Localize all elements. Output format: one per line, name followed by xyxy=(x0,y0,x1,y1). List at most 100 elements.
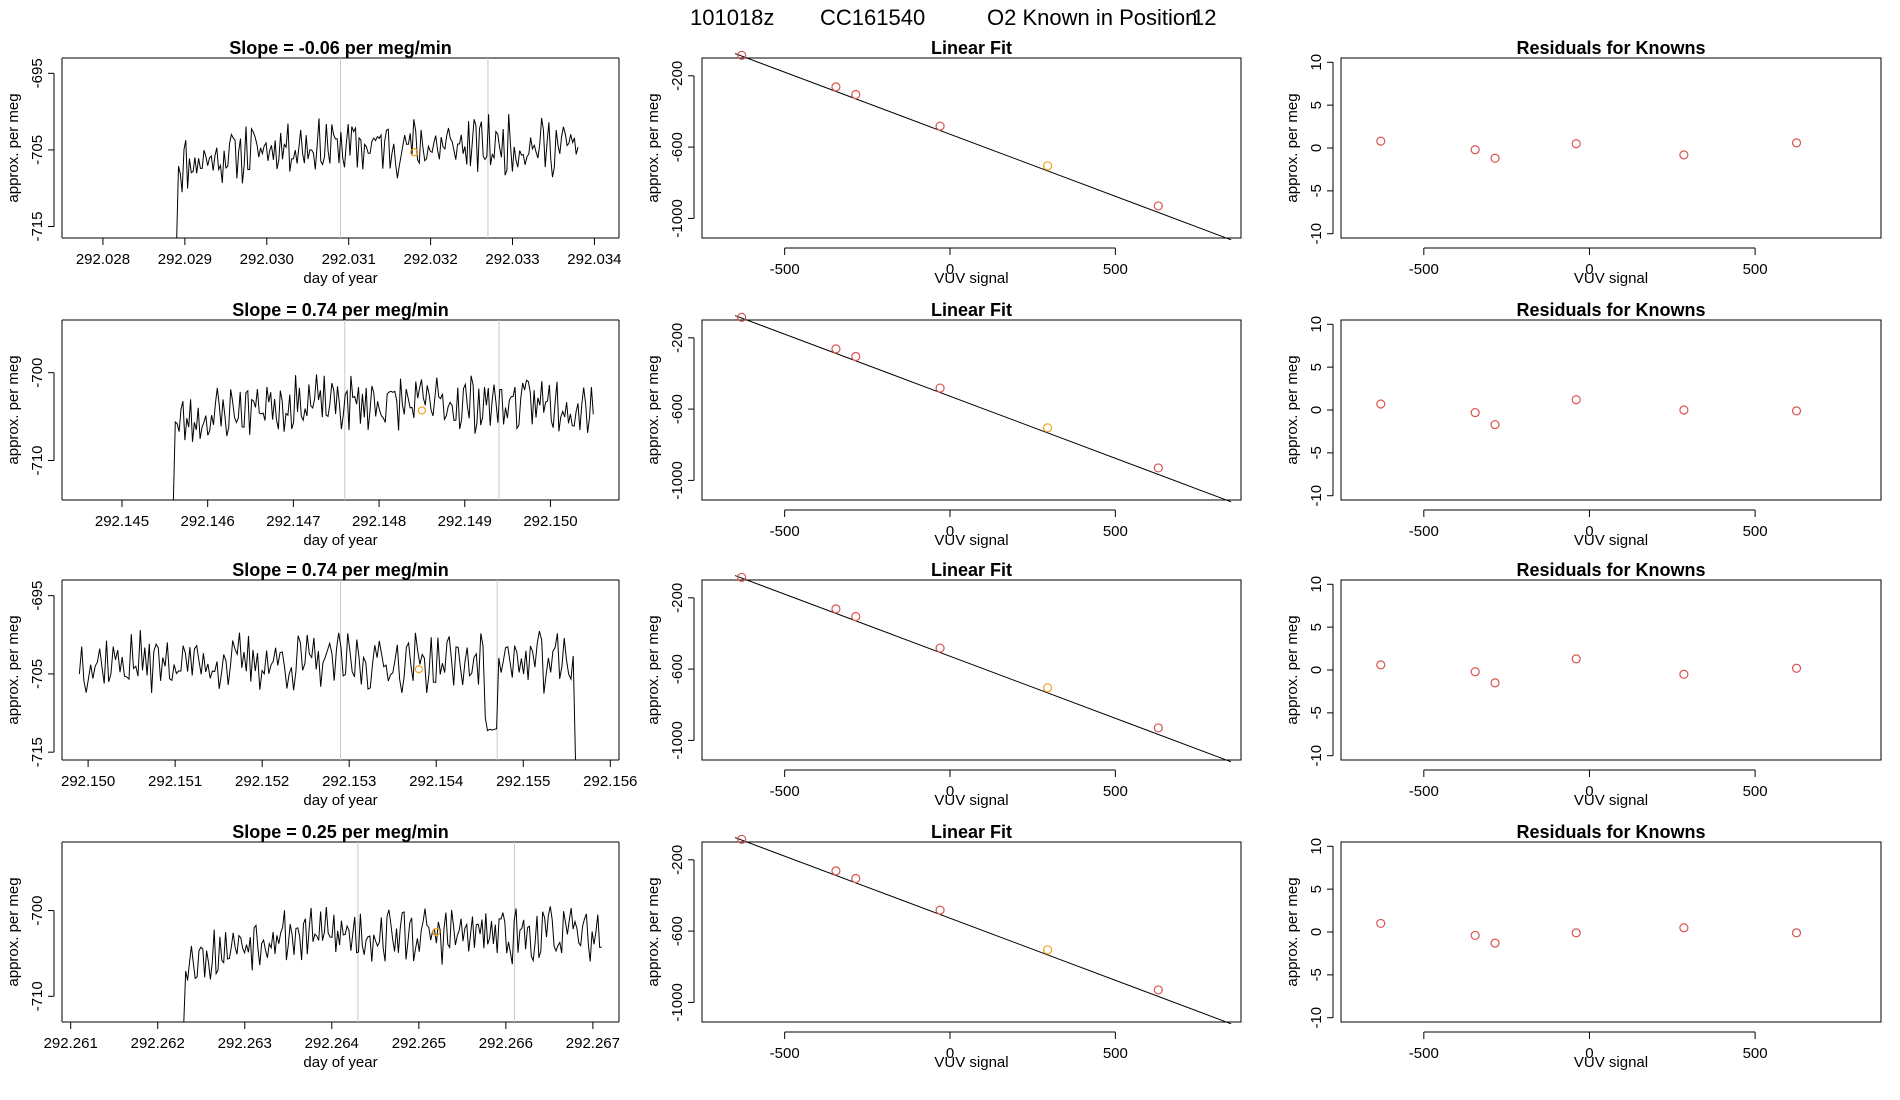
fit-point xyxy=(737,312,747,322)
residual-point xyxy=(1490,678,1500,688)
residual-point xyxy=(1470,667,1480,677)
panel-fit-row-1: Linear Fit -500 0 500 VUV signal -200 -600 -100… xyxy=(645,38,1242,287)
fit-line xyxy=(734,575,1232,763)
fit-point xyxy=(831,344,841,354)
x-tick-label: -500 xyxy=(770,261,800,278)
y-tick-label: -1000 xyxy=(669,983,686,1021)
residual-point xyxy=(1791,406,1802,416)
residual-point xyxy=(1376,399,1386,409)
fit-point xyxy=(737,50,747,60)
fit-point xyxy=(935,643,945,653)
y-axis-label: approx. per meg xyxy=(5,877,22,986)
residual-point xyxy=(1490,938,1500,948)
x-axis-label: VUV signal xyxy=(1574,270,1648,287)
x-tick-label: 500 xyxy=(1103,261,1128,278)
fit-point xyxy=(851,611,861,622)
y-axis-label: approx. per meg xyxy=(1284,355,1301,464)
residual-point xyxy=(1679,669,1689,679)
panel-title: Slope = -0.06 per meg/min xyxy=(229,38,452,58)
panel-title: Slope = 0.74 per meg/min xyxy=(232,300,449,320)
y-tick-label: 5 xyxy=(1308,101,1325,109)
y-axis-label: approx. per meg xyxy=(5,355,22,464)
x-axis-label: day of year xyxy=(303,792,377,809)
x-tick-label: 0 xyxy=(1585,783,1593,800)
y-tick-label: -1000 xyxy=(669,721,686,759)
x-tick-label: -500 xyxy=(1409,783,1439,800)
fit-point xyxy=(1153,463,1163,473)
x-tick-label: 0 xyxy=(946,523,954,540)
timeseries-trace xyxy=(176,114,579,238)
panel-title: Slope = 0.74 per meg/min xyxy=(232,560,449,580)
figure-title: 101018z CC161540 O2 Known in Position 12 xyxy=(690,5,1216,30)
figure-title-description: O2 Known in Position xyxy=(987,5,1197,30)
y-tick-label: -715 xyxy=(29,211,46,241)
y-tick-label: -200 xyxy=(669,583,686,613)
x-tick-label: 292.150 xyxy=(61,773,115,790)
y-axis-label: approx. per meg xyxy=(5,615,22,724)
x-tick-label: 292.030 xyxy=(240,251,294,268)
x-tick-label: 500 xyxy=(1743,783,1768,800)
y-tick-label: -10 xyxy=(1308,485,1325,507)
known-point-marker xyxy=(432,927,441,937)
y-tick-label: -200 xyxy=(669,845,686,875)
x-tick-label: -500 xyxy=(1409,261,1439,278)
fit-line xyxy=(734,837,1232,1025)
x-axis-label: day of year xyxy=(303,270,377,287)
y-tick-label: -600 xyxy=(669,132,686,162)
x-axis-label: VUV signal xyxy=(934,1054,1008,1071)
x-tick-label: 292.151 xyxy=(148,773,202,790)
known-point-marker xyxy=(414,665,423,674)
fit-line xyxy=(734,53,1232,241)
y-tick-label: -1000 xyxy=(669,199,686,237)
fit-point xyxy=(737,834,747,844)
known-point-marker xyxy=(410,148,419,157)
y-tick-label: -200 xyxy=(669,323,686,353)
x-tick-label: 500 xyxy=(1103,523,1128,540)
y-tick-label: -600 xyxy=(669,654,686,684)
x-tick-label: 292.153 xyxy=(322,773,376,790)
y-tick-label: 10 xyxy=(1308,54,1325,71)
x-tick-label: 292.032 xyxy=(403,251,457,268)
panel-timeseries-row-2: Slope = 0.74 per meg/min 292.145 292.146 29… xyxy=(5,300,620,549)
known-point-marker xyxy=(417,406,427,415)
fit-point xyxy=(737,572,747,582)
residual-point xyxy=(1470,145,1480,155)
fit-point xyxy=(935,121,945,131)
y-tick-label: -695 xyxy=(29,581,46,611)
x-tick-label: 292.148 xyxy=(352,513,406,530)
panel-title: Linear Fit xyxy=(931,560,1012,580)
residual-point xyxy=(1679,923,1689,933)
panel-title: Residuals for Knowns xyxy=(1516,300,1705,320)
x-tick-label: 292.033 xyxy=(485,251,539,268)
x-tick-label: 0 xyxy=(1585,1045,1593,1062)
x-tick-label: 0 xyxy=(946,783,954,800)
residual-point xyxy=(1679,405,1689,415)
x-tick-label: 292.267 xyxy=(566,1035,620,1052)
x-axis-label: VUV signal xyxy=(1574,792,1648,809)
x-tick-label: 500 xyxy=(1743,1045,1768,1062)
fit-point xyxy=(851,351,861,362)
residual-point xyxy=(1571,395,1581,405)
figure-title-cylinder: CC161540 xyxy=(820,5,925,30)
y-tick-label: -5 xyxy=(1308,968,1325,981)
fit-point xyxy=(935,905,945,915)
y-tick-label: -715 xyxy=(29,737,46,767)
x-tick-label: 0 xyxy=(1585,261,1593,278)
residual-point xyxy=(1490,419,1500,430)
x-tick-label: 292.150 xyxy=(523,513,577,530)
residual-point xyxy=(1679,150,1689,160)
plot-frame xyxy=(701,319,1242,501)
y-tick-label: -5 xyxy=(1308,706,1325,719)
panel-fit-row-4: Linear Fit -500 0 500 VUV signal -200 -600 -100… xyxy=(645,822,1242,1071)
y-axis-label: approx. per meg xyxy=(1284,93,1301,202)
x-axis-label: day of year xyxy=(303,1054,377,1071)
x-axis-label: VUV signal xyxy=(934,792,1008,809)
plot-frame xyxy=(1340,319,1882,501)
y-tick-label: -10 xyxy=(1308,223,1325,245)
y-axis-label: approx. per meg xyxy=(645,355,662,464)
panel-title: Slope = 0.25 per meg/min xyxy=(232,822,449,842)
y-axis-label: approx. per meg xyxy=(1284,877,1301,986)
x-tick-label: 292.263 xyxy=(218,1035,272,1052)
fit-point xyxy=(831,82,841,92)
